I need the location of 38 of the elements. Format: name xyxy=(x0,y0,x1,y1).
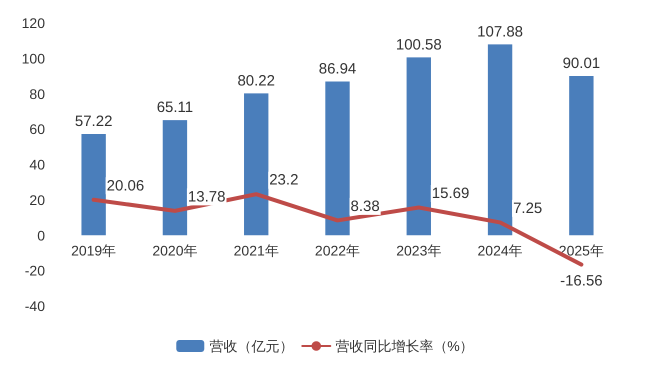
y-tick-label: 100 xyxy=(22,50,46,66)
data-label: 90.01 xyxy=(562,55,600,72)
y-tick-label: -20 xyxy=(24,262,46,279)
y-tick-label: 60 xyxy=(29,121,46,138)
bar xyxy=(406,57,431,236)
data-label: 8.38 xyxy=(350,198,380,215)
bar xyxy=(488,44,512,236)
legend-label: 营收（亿元） xyxy=(209,338,294,354)
data-label: 7.25 xyxy=(513,200,542,217)
x-tick-label: 2021年 xyxy=(234,242,279,258)
data-label: 15.69 xyxy=(432,185,470,202)
data-label: -16.56 xyxy=(560,272,603,290)
bar xyxy=(81,134,106,236)
bar xyxy=(162,120,188,236)
data-label: 86.94 xyxy=(318,60,356,78)
x-tick-label: 2019年 xyxy=(71,242,116,258)
y-tick-label: -40 xyxy=(24,298,46,314)
data-label: 107.88 xyxy=(477,23,524,40)
data-label: 57.22 xyxy=(74,113,112,130)
bar xyxy=(325,81,350,236)
x-tick-label: 2024年 xyxy=(477,242,523,258)
data-label: 65.11 xyxy=(156,99,194,116)
x-tick-label: 2022年 xyxy=(314,242,360,258)
data-label: 100.58 xyxy=(396,36,442,54)
data-label: 13.78 xyxy=(188,188,226,206)
x-tick-label: 2020年 xyxy=(152,242,198,258)
y-tick-label: 120 xyxy=(22,15,46,31)
data-label: 23.2 xyxy=(269,172,298,189)
y-tick-label: 0 xyxy=(37,227,46,244)
y-tick-label: 20 xyxy=(29,192,46,208)
y-tick-label: 40 xyxy=(29,156,46,172)
y-tick-label: 80 xyxy=(29,86,46,102)
data-label: 80.22 xyxy=(237,72,275,90)
data-label: 20.06 xyxy=(106,177,144,194)
bar xyxy=(569,76,594,236)
x-tick-label: 2023年 xyxy=(396,242,442,258)
bar xyxy=(244,93,268,236)
legend-label: 营收同比增长率（%） xyxy=(335,338,474,354)
